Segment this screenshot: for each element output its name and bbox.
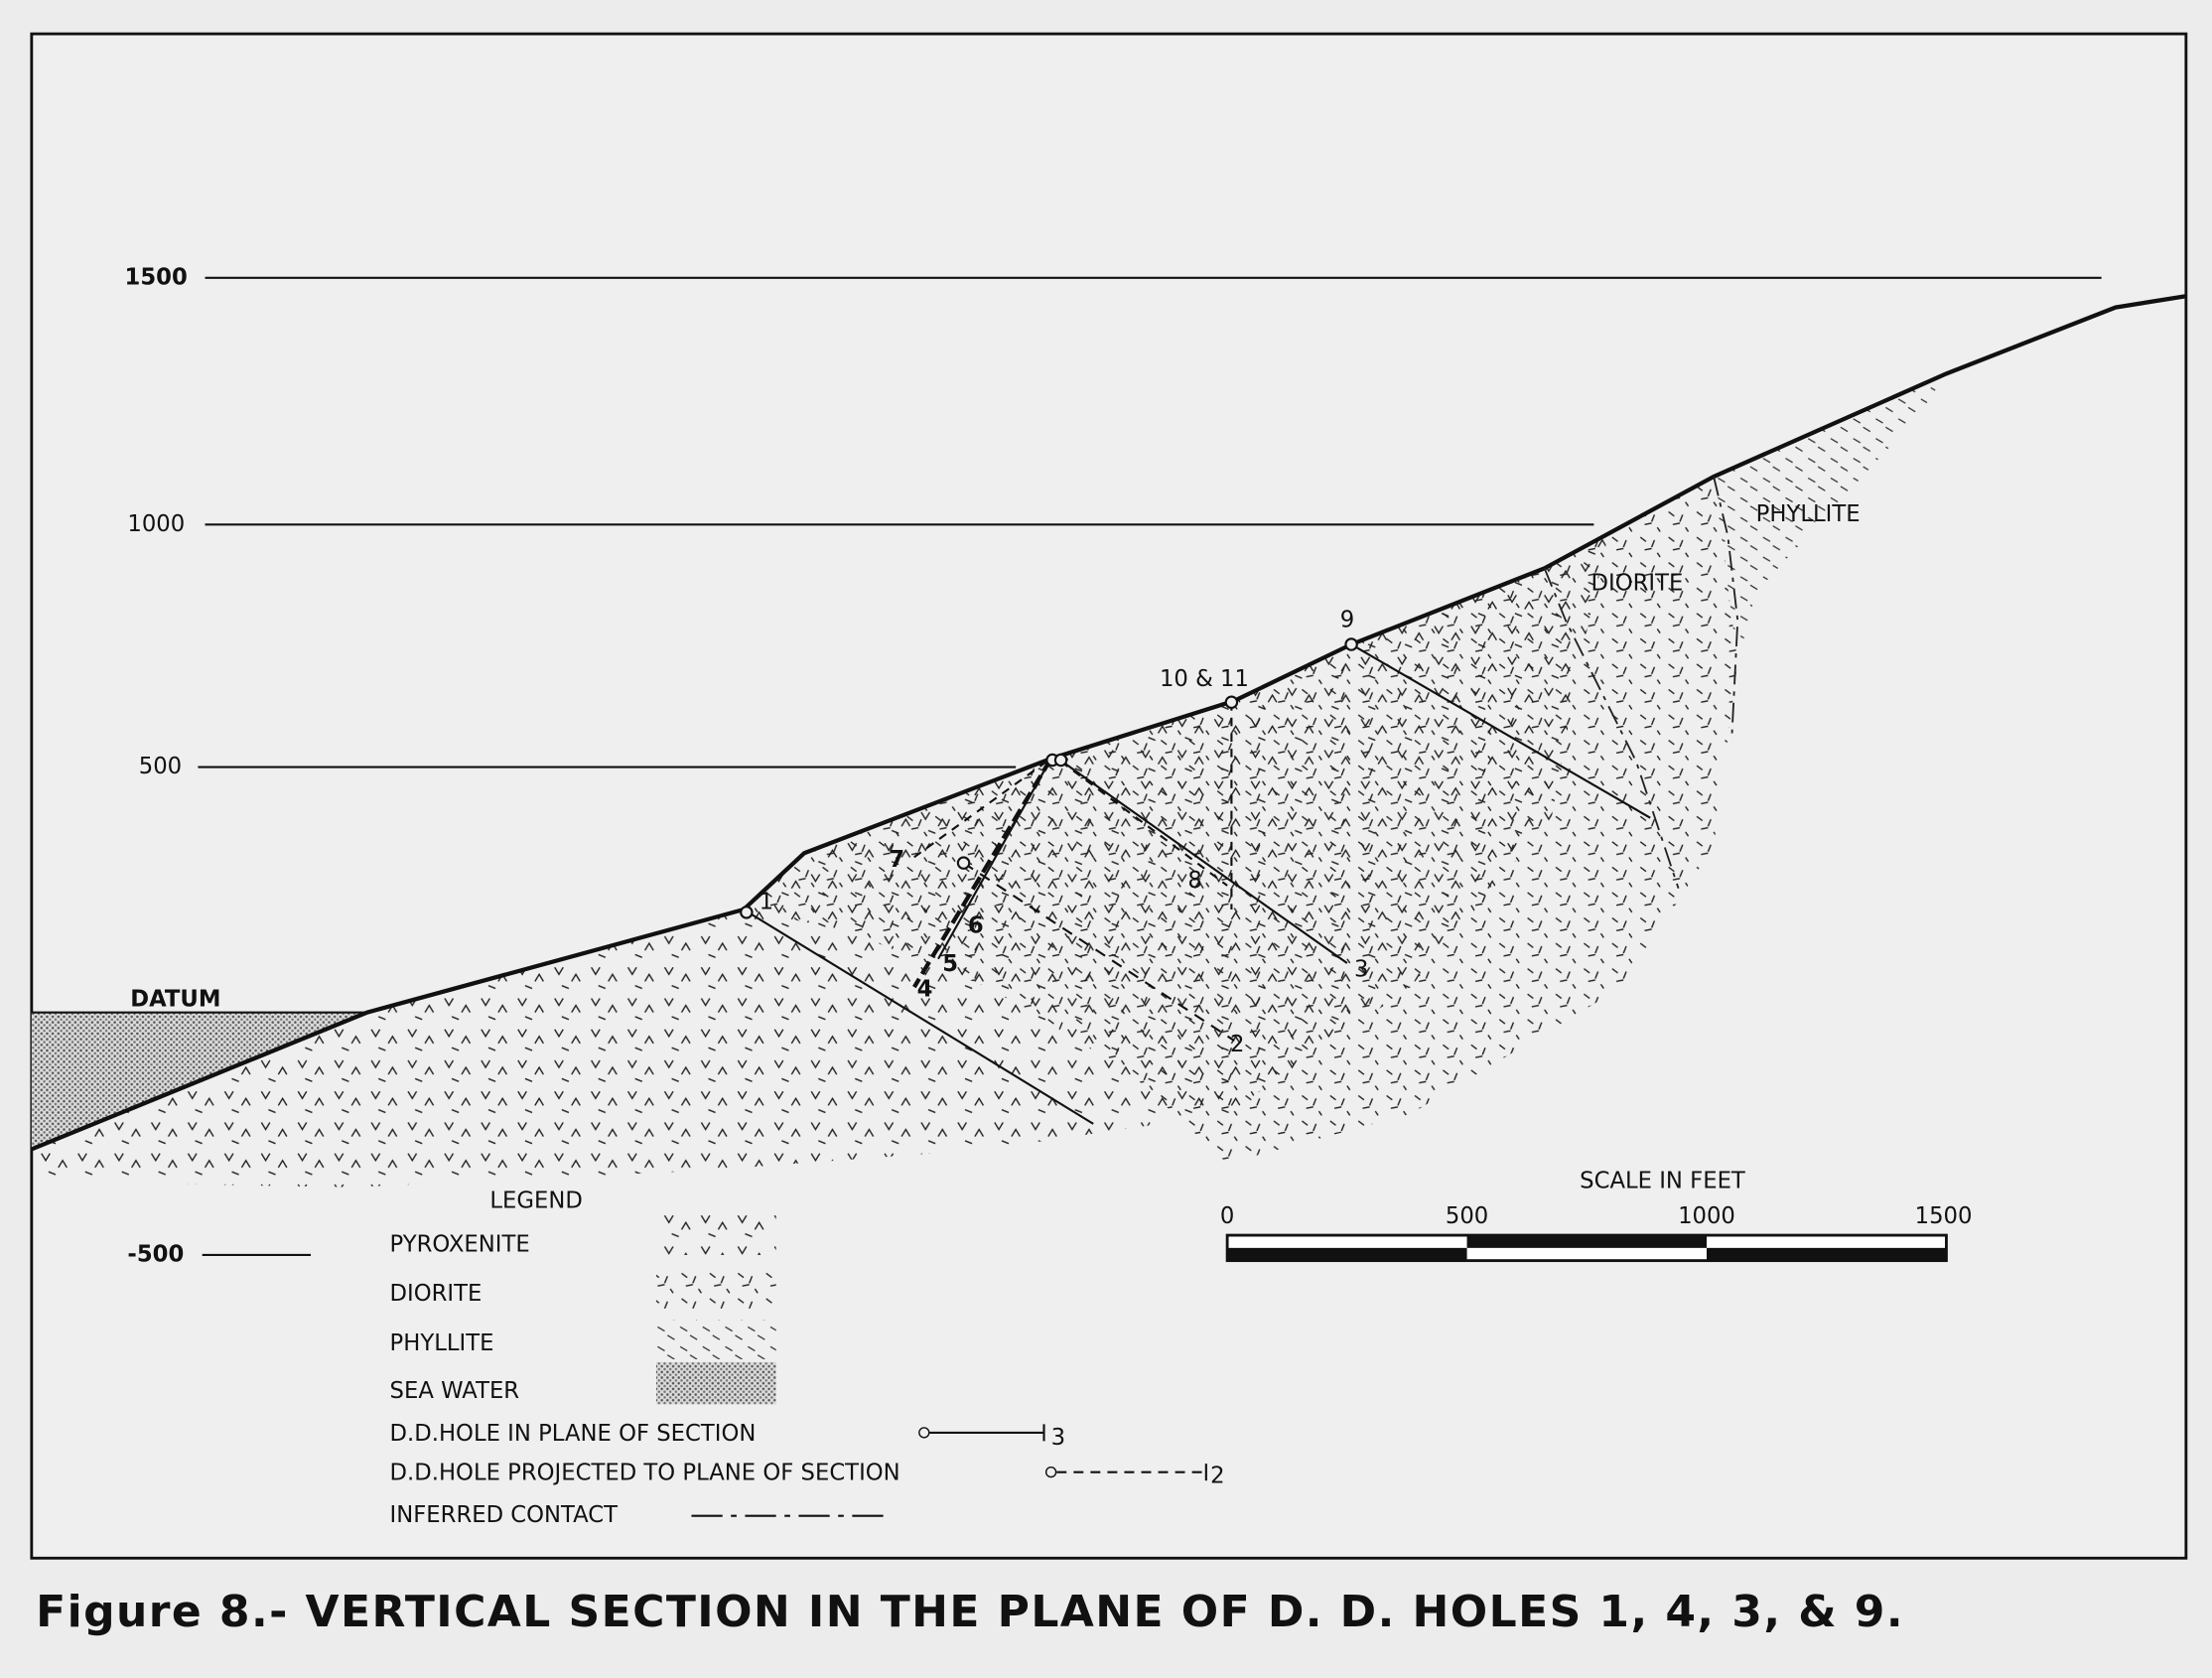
hole-label: 7 xyxy=(889,847,904,873)
hole-label: 6 xyxy=(968,913,984,939)
phyllite-zone xyxy=(1714,373,1947,663)
legend-symbol-number: 2 xyxy=(1210,1463,1224,1488)
legend-swatch xyxy=(655,1361,776,1405)
collar xyxy=(956,856,971,870)
legend-swatch xyxy=(655,1212,776,1255)
drill-hole-projected xyxy=(912,757,1053,989)
scale-tick: 500 xyxy=(1446,1203,1488,1229)
elevation-label: 1500 xyxy=(125,264,188,290)
scale-segment xyxy=(1706,1247,1947,1261)
legend-item: PHYLLITE xyxy=(390,1330,494,1356)
scale-segment xyxy=(1227,1247,1467,1261)
legend-symbol-label: D.D.HOLE IN PLANE OF SECTION xyxy=(390,1421,757,1447)
ground-surface xyxy=(31,294,2187,1152)
elevation-label: -500 xyxy=(127,1241,184,1267)
datum-label: DATUM xyxy=(130,986,220,1012)
drill-hole xyxy=(937,758,1052,960)
legend-collar xyxy=(1044,1466,1057,1478)
collar xyxy=(1224,695,1239,709)
elevation-label: 1000 xyxy=(127,511,185,537)
drill-hole xyxy=(743,909,1094,1125)
hole-label: 8 xyxy=(1187,868,1201,894)
hole-label: 10 & 11 xyxy=(1160,666,1249,692)
inferred-contact xyxy=(1713,476,1739,734)
legend-symbol-label: INFERRED CONTACT xyxy=(390,1502,619,1528)
scale-title: SCALE IN FEET xyxy=(1580,1169,1745,1194)
legend-title: LEGEND xyxy=(489,1188,582,1213)
scale-tick: 1000 xyxy=(1678,1203,1735,1229)
scale-bar xyxy=(1225,1233,1948,1263)
hole-label: 3 xyxy=(1354,957,1368,983)
elevation-label: 500 xyxy=(139,754,182,779)
legend-item: DIORITE xyxy=(390,1281,483,1307)
drill-hole xyxy=(1057,758,1348,964)
drill-hole-projected xyxy=(1059,761,1228,887)
legend-collar xyxy=(918,1427,930,1439)
inferred-contact xyxy=(1543,567,1680,889)
legend-item: SEA WATER xyxy=(390,1378,520,1404)
rock-label: PHYLLITE xyxy=(1756,501,1861,527)
hole-label: 5 xyxy=(942,951,958,977)
collar xyxy=(1344,637,1358,651)
caption: Figure 8.- VERTICAL SECTION IN THE PLANE… xyxy=(36,1587,1904,1637)
drill-hole-projected xyxy=(908,761,1047,862)
collar xyxy=(1053,753,1068,768)
legend-symbol-label: D.D.HOLE PROJECTED TO PLANE OF SECTION xyxy=(390,1461,900,1486)
legend-item: PYROXENITE xyxy=(390,1232,530,1258)
drill-hole xyxy=(1350,643,1651,819)
hole-label: 1 xyxy=(760,889,773,914)
hole-label: 2 xyxy=(1230,1032,1244,1057)
drill-hole-projected xyxy=(962,862,1235,1042)
scale-tick: 0 xyxy=(1220,1203,1234,1229)
scale-tick: 1500 xyxy=(1915,1203,1973,1229)
scale-segment xyxy=(1466,1235,1707,1248)
diorite-zone xyxy=(744,477,1738,1164)
rock-label: DIORITE xyxy=(1591,570,1684,596)
collar xyxy=(740,906,754,919)
hole-label: 9 xyxy=(1340,607,1354,632)
legend-swatch xyxy=(655,1269,776,1309)
legend-swatch xyxy=(655,1320,776,1360)
legend-symbol-number: 3 xyxy=(1051,1425,1065,1451)
hole-label: 4 xyxy=(917,976,933,1002)
